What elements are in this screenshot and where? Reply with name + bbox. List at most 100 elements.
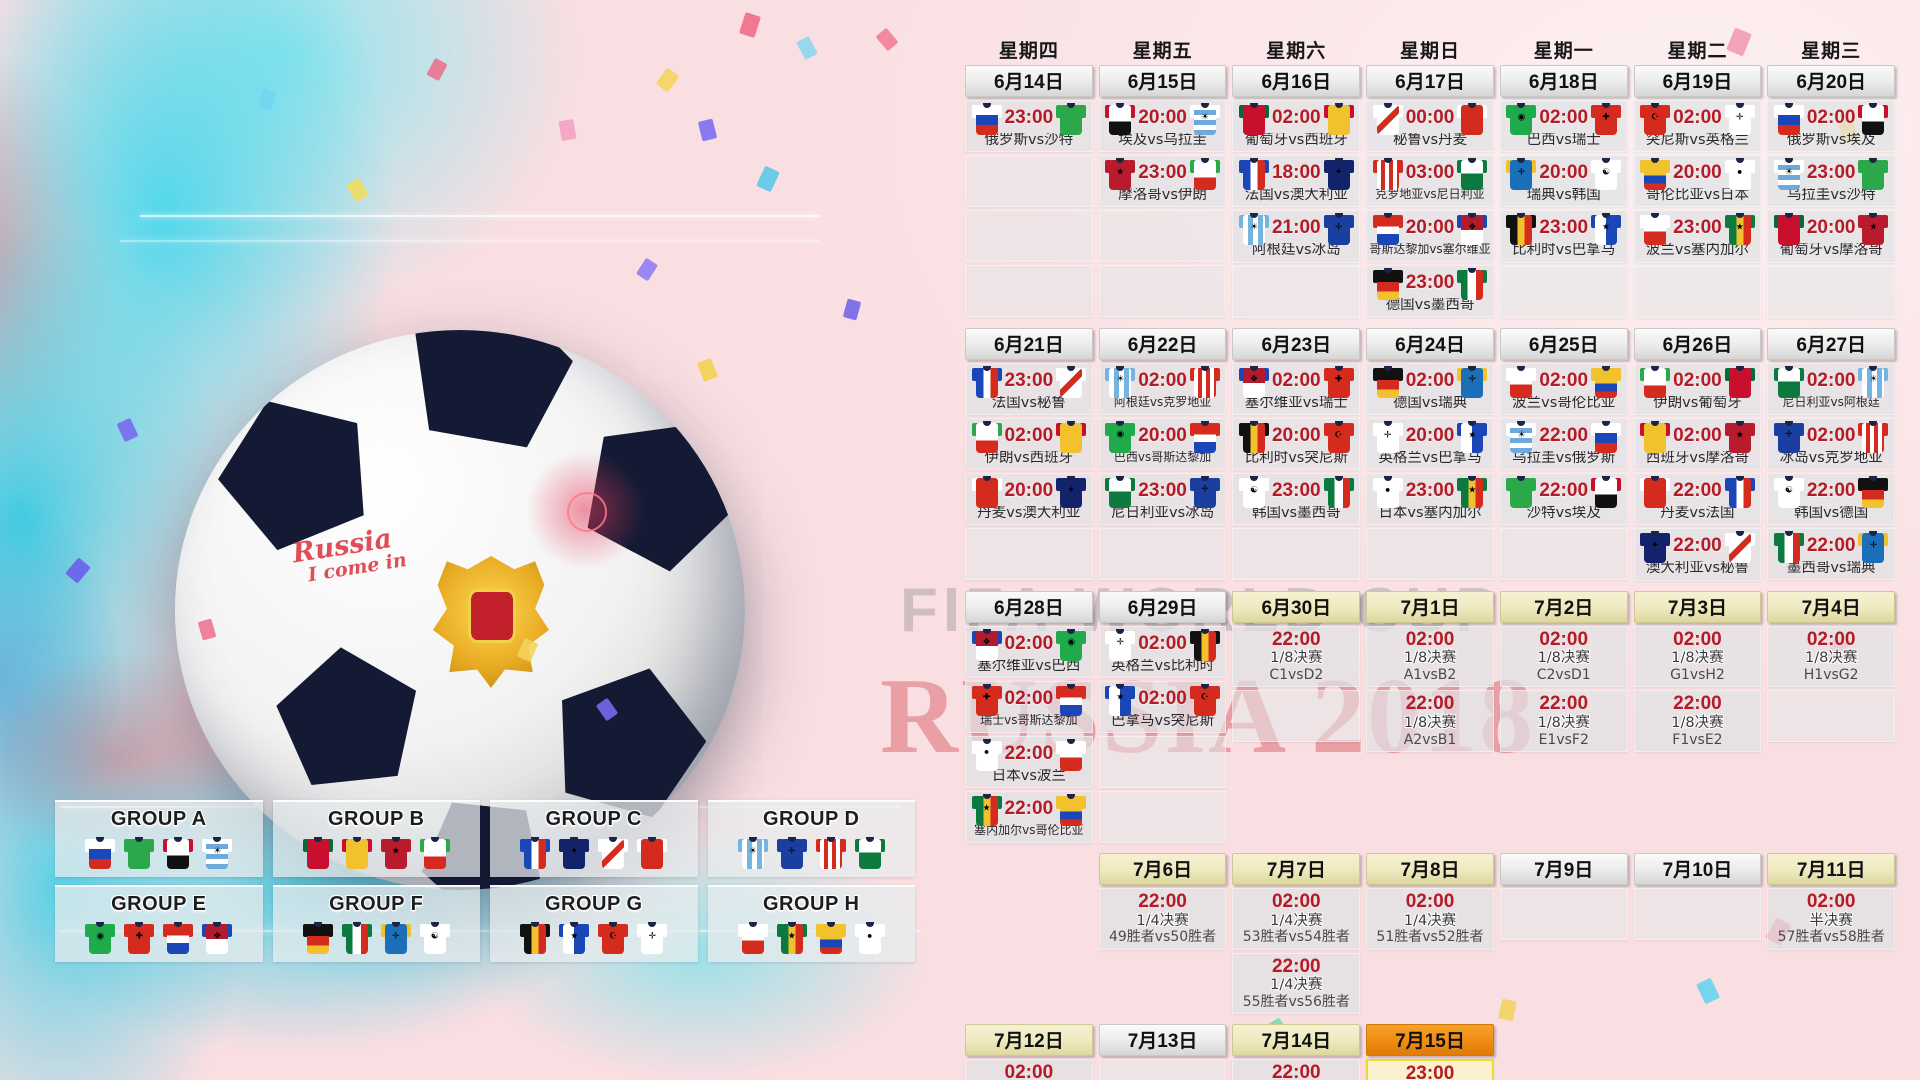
match-cell[interactable]: ◉ 20:00 巴西vs哥斯达黎加: [1098, 417, 1227, 470]
match-cell[interactable]: ✛ 20:00 ★ 英格兰vs巴拿马: [1366, 417, 1494, 471]
match-cell[interactable]: 02:00 1/8决赛 H1vsG2: [1767, 625, 1896, 688]
match-cell[interactable]: ☀ 22:00 乌拉圭vs俄罗斯: [1499, 417, 1628, 471]
date-header-6月17日[interactable]: 6月17日: [1366, 65, 1494, 97]
match-cell[interactable]: 02:00 ☀ 尼日利亚vs阿根廷: [1767, 362, 1896, 415]
match-cell[interactable]: 02:00 俄罗斯vs埃及: [1767, 100, 1896, 153]
match-cell[interactable]: 02:00 ✛ 德国vs瑞典: [1366, 362, 1494, 415]
date-header-7月4日[interactable]: 7月4日: [1767, 590, 1896, 623]
match-cell[interactable]: ☯ 22:00 韩国vs德国: [1767, 472, 1896, 526]
match-cell[interactable]: 02:00 1/8决赛 A1vsB2: [1366, 625, 1494, 688]
date-header-7月9日[interactable]: 7月9日: [1499, 852, 1628, 885]
match-cell[interactable]: ✛ 20:00 ☯ 瑞典vs韩国: [1499, 155, 1628, 208]
match-cell[interactable]: 02:00 伊朗vs西班牙: [965, 417, 1093, 471]
date-header-7月2日[interactable]: 7月2日: [1499, 590, 1628, 623]
match-cell[interactable]: 22:00三四名决赛61负者vs62负者: [1232, 1059, 1361, 1080]
date-header-7月10日[interactable]: 7月10日: [1633, 852, 1762, 885]
date-header-6月15日[interactable]: 6月15日: [1098, 65, 1227, 97]
date-header-7月3日[interactable]: 7月3日: [1633, 590, 1762, 623]
date-header-7月15日[interactable]: 7月15日: [1366, 1024, 1494, 1057]
match-cell[interactable]: 23:00 德国vs墨西哥: [1366, 265, 1494, 318]
match-cell[interactable]: ✦ 22:00 澳大利亚vs秘鲁: [1633, 528, 1762, 581]
group-box-group-d[interactable]: GROUP D ☀ ✛: [707, 800, 915, 877]
date-header-6月27日[interactable]: 6月27日: [1767, 327, 1896, 360]
match-cell[interactable]: 20:00 ★ 葡萄牙vs摩洛哥: [1767, 210, 1896, 263]
date-header-6月26日[interactable]: 6月26日: [1633, 327, 1762, 360]
match-cell[interactable]: ☀ 23:00 乌拉圭vs沙特: [1767, 155, 1896, 208]
match-cell[interactable]: ✛ 02:00 冰岛vs克罗地亚: [1767, 417, 1896, 470]
match-cell[interactable]: ★ 22:00 塞内加尔vs哥伦比亚: [965, 790, 1093, 843]
match-cell[interactable]: 22:00 1/8决赛 F1vsE2: [1633, 690, 1762, 752]
match-cell[interactable]: ✛ 02:00 英格兰vs比利时: [1098, 625, 1227, 678]
match-cell[interactable]: 23:00决 赛: [1366, 1059, 1494, 1080]
date-header-6月29日[interactable]: 6月29日: [1098, 590, 1227, 623]
date-header-7月1日[interactable]: 7月1日: [1366, 590, 1494, 623]
match-cell[interactable]: 22:00 ✛ 墨西哥vs瑞典: [1767, 528, 1896, 581]
match-cell[interactable]: 22:00 丹麦vs法国: [1633, 473, 1762, 526]
match-cell[interactable]: 02:00 1/8决赛 C2vsD1: [1499, 625, 1628, 688]
match-cell[interactable]: 23:00 ✛ 尼日利亚vs冰岛: [1098, 472, 1227, 525]
match-cell[interactable]: 18:00 ✦ 法国vs澳大利亚: [1232, 155, 1361, 208]
match-cell[interactable]: 02:00 1/4决赛 53胜者vs54胜者: [1232, 887, 1361, 950]
match-cell[interactable]: 02:00半决赛59胜者vs60胜者: [965, 1059, 1093, 1080]
match-cell[interactable]: 22:00 沙特vs埃及: [1499, 473, 1628, 526]
date-header-6月14日[interactable]: 6月14日: [965, 65, 1093, 97]
date-header-6月19日[interactable]: 6月19日: [1633, 65, 1762, 97]
date-header-7月11日[interactable]: 7月11日: [1767, 852, 1896, 885]
match-cell[interactable]: 02:00 波兰vs哥伦比亚: [1499, 362, 1628, 415]
group-box-group-g[interactable]: GROUP G ★ ☪ ✛: [490, 885, 698, 962]
date-header-7月13日[interactable]: 7月13日: [1098, 1024, 1227, 1057]
date-header-7月7日[interactable]: 7月7日: [1232, 852, 1361, 885]
match-cell[interactable]: ☀ 02:00 阿根廷vs克罗地亚: [1098, 362, 1227, 415]
date-header-6月16日[interactable]: 6月16日: [1232, 65, 1361, 97]
group-box-group-f[interactable]: GROUP F ✛ ☯: [272, 885, 480, 962]
match-cell[interactable]: 02:00 伊朗vs葡萄牙: [1633, 362, 1762, 415]
match-cell[interactable]: ★ 23:00 摩洛哥vs伊朗: [1098, 155, 1227, 208]
match-cell[interactable]: 02:00 1/4决赛 51胜者vs52胜者: [1366, 887, 1494, 950]
group-box-group-c[interactable]: GROUP C ✦: [490, 800, 698, 877]
date-header-6月28日[interactable]: 6月28日: [965, 590, 1093, 623]
group-box-group-h[interactable]: GROUP H ★ ●: [707, 885, 915, 962]
match-cell[interactable]: ★ 02:00 ☪ 巴拿马vs突尼斯: [1098, 680, 1227, 733]
date-header-6月30日[interactable]: 6月30日: [1232, 590, 1361, 623]
match-cell[interactable]: ☯ 23:00 韩国vs墨西哥: [1232, 473, 1361, 526]
match-cell[interactable]: 03:00 克罗地亚vs尼日利亚: [1366, 155, 1494, 208]
match-cell[interactable]: 00:00 秘鲁vs丹麦: [1366, 100, 1494, 153]
date-header-6月22日[interactable]: 6月22日: [1098, 327, 1227, 360]
match-cell[interactable]: 02:00 1/8决赛 G1vsH2: [1633, 625, 1762, 688]
match-cell[interactable]: 02:00 半决赛 57胜者vs58胜者: [1767, 887, 1896, 950]
group-box-group-a[interactable]: GROUP A ☀: [55, 800, 263, 877]
match-cell[interactable]: 22:00 1/4决赛 55胜者vs56胜者: [1232, 952, 1361, 1015]
date-header-7月12日[interactable]: 7月12日: [965, 1024, 1093, 1057]
match-cell[interactable]: ● 23:00 ★ 日本vs塞内加尔: [1366, 473, 1494, 526]
date-header-6月20日[interactable]: 6月20日: [1767, 65, 1896, 97]
date-header-7月14日[interactable]: 7月14日: [1232, 1024, 1361, 1057]
match-cell[interactable]: 22:00 1/8决赛 E1vsF2: [1499, 690, 1628, 752]
date-header-7月6日[interactable]: 7月6日: [1098, 852, 1227, 885]
match-cell[interactable]: ❖ 02:00 ✚ 塞尔维亚vs瑞士: [1232, 362, 1361, 415]
group-box-group-e[interactable]: GROUP E ◉ ✚ ❖: [55, 885, 263, 962]
match-cell[interactable]: 23:00 ★ 波兰vs塞内加尔: [1633, 210, 1762, 263]
match-cell[interactable]: 02:00 葡萄牙vs西班牙: [1232, 100, 1361, 153]
match-cell[interactable]: 22:00 1/8决赛 C1vsD2: [1232, 625, 1361, 688]
group-box-group-b[interactable]: GROUP B ★: [272, 800, 480, 877]
date-header-6月24日[interactable]: 6月24日: [1366, 327, 1494, 360]
match-cell[interactable]: 20:00 ● 哥伦比亚vs日本: [1633, 155, 1762, 208]
match-cell[interactable]: 23:00 法国vs秘鲁: [965, 362, 1093, 415]
match-cell[interactable]: 02:00 ★ 西班牙vs摩洛哥: [1633, 417, 1762, 471]
match-cell[interactable]: 20:00 ☀ 埃及vs乌拉圭: [1098, 100, 1227, 153]
match-cell[interactable]: ◉ 02:00 ✚ 巴西vs瑞士: [1499, 100, 1628, 153]
date-header-6月18日[interactable]: 6月18日: [1499, 65, 1628, 97]
match-cell[interactable]: 23:00 俄罗斯vs沙特: [965, 100, 1093, 153]
match-cell[interactable]: 20:00 ✦ 丹麦vs澳大利亚: [965, 473, 1093, 526]
match-cell[interactable]: 22:00 1/4决赛 49胜者vs50胜者: [1098, 887, 1227, 950]
match-cell[interactable]: ✚ 02:00 瑞士vs哥斯达黎加: [965, 680, 1093, 733]
match-cell[interactable]: 20:00 ❖ 哥斯达黎加vs塞尔维亚: [1366, 210, 1494, 263]
match-cell[interactable]: 22:00 1/8决赛 A2vsB1: [1366, 690, 1494, 752]
date-header-7月8日[interactable]: 7月8日: [1366, 852, 1494, 885]
match-cell[interactable]: ❖ 02:00 ◉ 塞尔维亚vs巴西: [965, 625, 1093, 678]
match-cell[interactable]: ☀ 21:00 ✛ 阿根廷vs冰岛: [1232, 210, 1361, 263]
date-header-6月23日[interactable]: 6月23日: [1232, 327, 1361, 360]
date-header-6月21日[interactable]: 6月21日: [965, 327, 1093, 360]
match-cell[interactable]: 20:00 ☪ 比利时vs突尼斯: [1232, 417, 1361, 471]
date-header-6月25日[interactable]: 6月25日: [1499, 327, 1628, 360]
